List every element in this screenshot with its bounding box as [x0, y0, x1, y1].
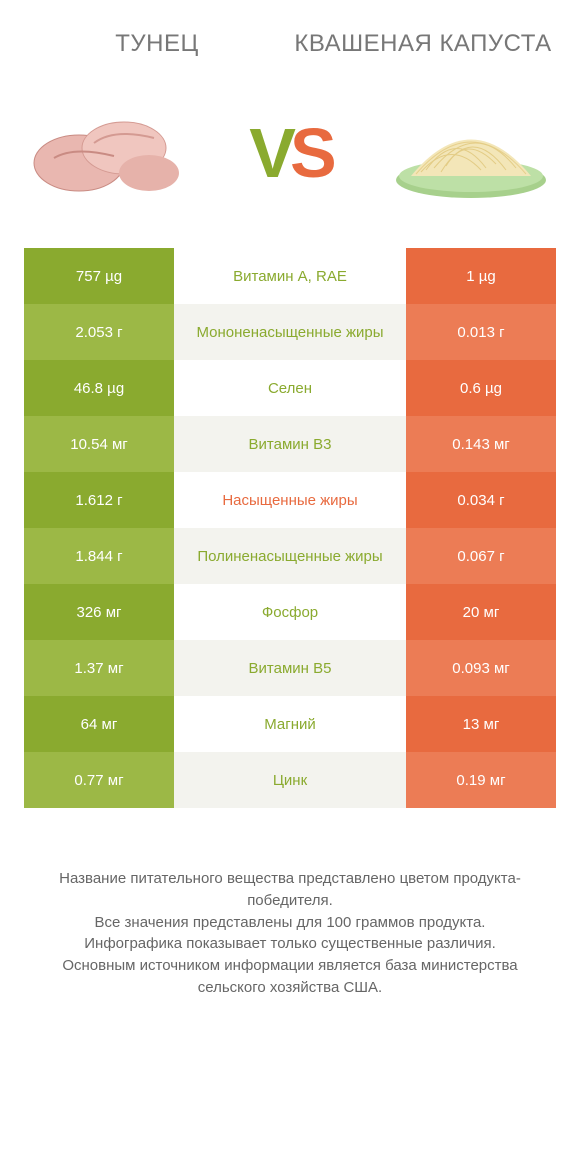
value-right: 0.067 г: [406, 528, 556, 584]
titles-row: ТУНЕЦ КВАШЕНАЯ КАПУСТА: [24, 30, 556, 58]
value-left: 0.77 мг: [24, 752, 174, 808]
nutrient-label: Мононенасыщенные жиры: [174, 304, 406, 360]
value-right: 0.6 µg: [406, 360, 556, 416]
vs-v: V: [249, 118, 290, 188]
nutrient-label: Витамин B5: [174, 640, 406, 696]
nutrient-label: Витамин B3: [174, 416, 406, 472]
title-right: КВАШЕНАЯ КАПУСТА: [290, 30, 556, 58]
nutrient-label: Фосфор: [174, 584, 406, 640]
nutrient-label: Полиненасыщенные жиры: [174, 528, 406, 584]
table-row: 10.54 мгВитамин B30.143 мг: [24, 416, 556, 472]
value-right: 0.034 г: [406, 472, 556, 528]
value-left: 64 мг: [24, 696, 174, 752]
value-left: 46.8 µg: [24, 360, 174, 416]
value-right: 0.093 мг: [406, 640, 556, 696]
table-row: 326 мгФосфор20 мг: [24, 584, 556, 640]
footer-line: Все значения представлены для 100 граммо…: [30, 912, 550, 934]
nutrient-label: Цинк: [174, 752, 406, 808]
nutrient-label: Селен: [174, 360, 406, 416]
value-left: 1.37 мг: [24, 640, 174, 696]
value-left: 2.053 г: [24, 304, 174, 360]
value-left: 1.612 г: [24, 472, 174, 528]
value-left: 326 мг: [24, 584, 174, 640]
value-left: 757 µg: [24, 248, 174, 304]
table-row: 1.612 гНасыщенные жиры0.034 г: [24, 472, 556, 528]
sauerkraut-image: [386, 98, 556, 208]
tuna-image: [24, 98, 194, 208]
footer-text: Название питательного вещества представл…: [24, 868, 556, 999]
nutrient-label: Витамин A, RAE: [174, 248, 406, 304]
vs-s: S: [290, 118, 331, 188]
table-row: 1.844 гПолиненасыщенные жиры0.067 г: [24, 528, 556, 584]
table-row: 0.77 мгЦинк0.19 мг: [24, 752, 556, 808]
table-row: 46.8 µgСелен0.6 µg: [24, 360, 556, 416]
footer-line: Инфографика показывает только существенн…: [30, 933, 550, 955]
table-row: 2.053 гМононенасыщенные жиры0.013 г: [24, 304, 556, 360]
footer-line: Название питательного вещества представл…: [30, 868, 550, 912]
image-row: VS: [24, 98, 556, 208]
nutrient-label: Магний: [174, 696, 406, 752]
comparison-table: 757 µgВитамин A, RAE1 µg2.053 гМононенас…: [24, 248, 556, 808]
value-left: 10.54 мг: [24, 416, 174, 472]
value-right: 0.19 мг: [406, 752, 556, 808]
value-left: 1.844 г: [24, 528, 174, 584]
value-right: 0.013 г: [406, 304, 556, 360]
table-row: 757 µgВитамин A, RAE1 µg: [24, 248, 556, 304]
title-left: ТУНЕЦ: [24, 30, 290, 58]
table-row: 1.37 мгВитамин B50.093 мг: [24, 640, 556, 696]
value-right: 20 мг: [406, 584, 556, 640]
footer-line: Основным источником информации является …: [30, 955, 550, 999]
vs-label: VS: [249, 118, 330, 188]
nutrient-label: Насыщенные жиры: [174, 472, 406, 528]
value-right: 1 µg: [406, 248, 556, 304]
value-right: 0.143 мг: [406, 416, 556, 472]
table-row: 64 мгМагний13 мг: [24, 696, 556, 752]
value-right: 13 мг: [406, 696, 556, 752]
